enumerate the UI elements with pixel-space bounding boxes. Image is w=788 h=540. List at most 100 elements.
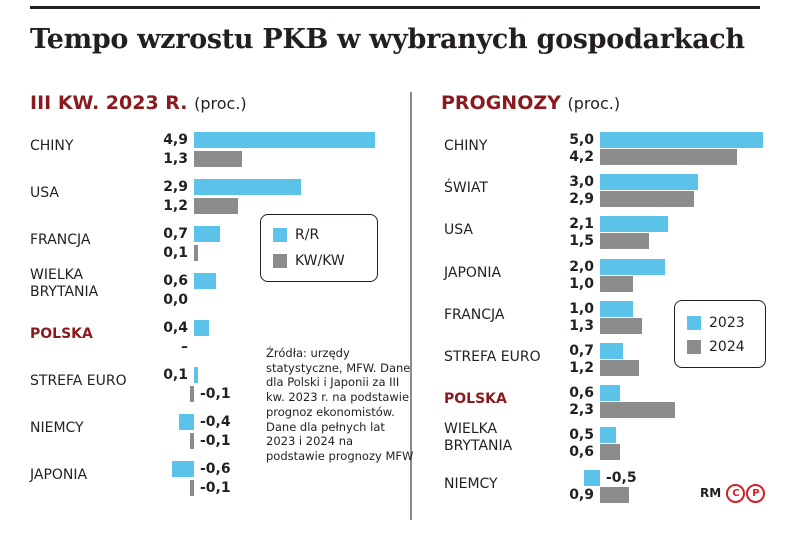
page-title: Tempo wzrostu PKB w wybranych gospodarka… (30, 24, 745, 55)
copyright-c-logo: C (726, 484, 746, 503)
bar (600, 385, 620, 402)
value-label: 1,3 (569, 317, 594, 334)
bar (190, 433, 194, 449)
bar (583, 469, 600, 486)
right-heading: PROGNOZY (proc.) (441, 92, 620, 114)
value-label: 3,0 (569, 174, 594, 191)
bar (194, 226, 220, 242)
left-legend: R/R KW/KW (260, 214, 378, 282)
bar (194, 132, 376, 148)
value-label: 0,0 (163, 292, 188, 308)
value-label: -0,1 (200, 433, 231, 449)
category-label: FRANCJA (30, 232, 91, 248)
value-label: 0,4 (163, 320, 188, 336)
bar (600, 216, 669, 233)
left-heading: III KW. 2023 R. (proc.) (30, 92, 247, 114)
value-label: – (181, 339, 188, 355)
category-label: NIEMCY (30, 420, 84, 436)
value-label: 4,9 (163, 132, 188, 148)
category-label: POLSKA (30, 326, 93, 342)
category-label: USA (444, 222, 473, 239)
value-label: -0,4 (200, 414, 231, 430)
bar (600, 258, 665, 275)
bar (194, 273, 217, 289)
category-label: NIEMCY (444, 475, 498, 492)
bar (600, 233, 649, 250)
right-heading-text: PROGNOZY (441, 92, 561, 114)
bar (194, 320, 209, 336)
bar (600, 149, 737, 165)
category-label: CHINY (30, 138, 74, 154)
value-label: 0,5 (569, 427, 594, 444)
category-label: JAPONIA (444, 264, 502, 281)
bar (600, 402, 675, 419)
bar (600, 486, 630, 503)
value-label: 1,0 (569, 275, 594, 292)
value-label: 2,3 (569, 402, 594, 419)
category-label: POLSKA (444, 391, 507, 408)
value-label: 2,0 (569, 258, 594, 275)
source-note: Źródła: urzędy statystyczne, MFW. Dane d… (266, 346, 414, 463)
bar (600, 191, 695, 208)
bar (600, 427, 617, 444)
value-label: -0,6 (200, 461, 231, 477)
value-label: 0,6 (163, 273, 188, 289)
value-label: 1,2 (569, 360, 594, 376)
value-label: 0,6 (569, 444, 594, 461)
category-label: WIELKA BRYTANIA (30, 267, 99, 300)
category-label: ŚWIAT (444, 180, 488, 197)
category-label: STREFA EURO (30, 373, 127, 389)
value-label: -0,5 (606, 469, 637, 486)
legend-swatch-gray (273, 254, 287, 268)
value-label: -0,1 (200, 386, 231, 402)
top-rule (30, 6, 760, 9)
right-legend: 2023 2024 (674, 300, 766, 368)
value-label: 5,0 (569, 132, 594, 148)
bar (600, 300, 633, 317)
bar (194, 179, 302, 195)
copyright-p-logo: P (746, 484, 766, 503)
legend-swatch-gray (687, 340, 701, 354)
value-label: 1,2 (163, 198, 188, 214)
legend-item-2023: 2023 (687, 315, 745, 331)
value-label: 2,9 (569, 191, 594, 208)
bar (600, 132, 763, 148)
value-label: -0,1 (200, 480, 231, 496)
value-label: 2,1 (569, 216, 594, 233)
legend-label: 2023 (709, 315, 745, 331)
bar (600, 360, 639, 376)
category-label: STREFA EURO (444, 349, 541, 365)
value-label: 0,7 (163, 226, 188, 242)
bar (190, 480, 194, 496)
legend-swatch-blue (273, 228, 287, 242)
right-heading-unit: (proc.) (567, 94, 621, 113)
bar (194, 198, 239, 214)
bar (179, 414, 194, 430)
bar (171, 461, 194, 477)
category-label: WIELKA BRYTANIA (444, 421, 513, 455)
legend-label: 2024 (709, 339, 745, 355)
value-label: 1,3 (163, 151, 188, 167)
left-heading-unit: (proc.) (194, 94, 247, 113)
value-label: 1,0 (569, 300, 594, 317)
value-label: 0,1 (163, 367, 188, 383)
author-initials: RM (700, 486, 722, 500)
legend-label: R/R (295, 227, 320, 243)
left-heading-text: III KW. 2023 R. (30, 92, 188, 114)
value-label: 1,5 (569, 233, 594, 250)
value-label: 0,1 (163, 245, 188, 261)
bar (600, 275, 633, 292)
value-label: 0,7 (569, 343, 594, 359)
value-label: 2,9 (163, 179, 188, 195)
bar (600, 174, 698, 191)
bar (194, 151, 243, 167)
category-label: USA (30, 185, 59, 201)
value-label: 0,9 (569, 486, 594, 503)
legend-item-rr: R/R (273, 227, 319, 243)
value-label: 0,6 (569, 385, 594, 402)
legend-label: KW/KW (295, 253, 345, 269)
value-label: 4,2 (569, 149, 594, 165)
bar (194, 367, 198, 383)
category-label: CHINY (444, 138, 488, 154)
legend-item-kwkw: KW/KW (273, 253, 345, 269)
